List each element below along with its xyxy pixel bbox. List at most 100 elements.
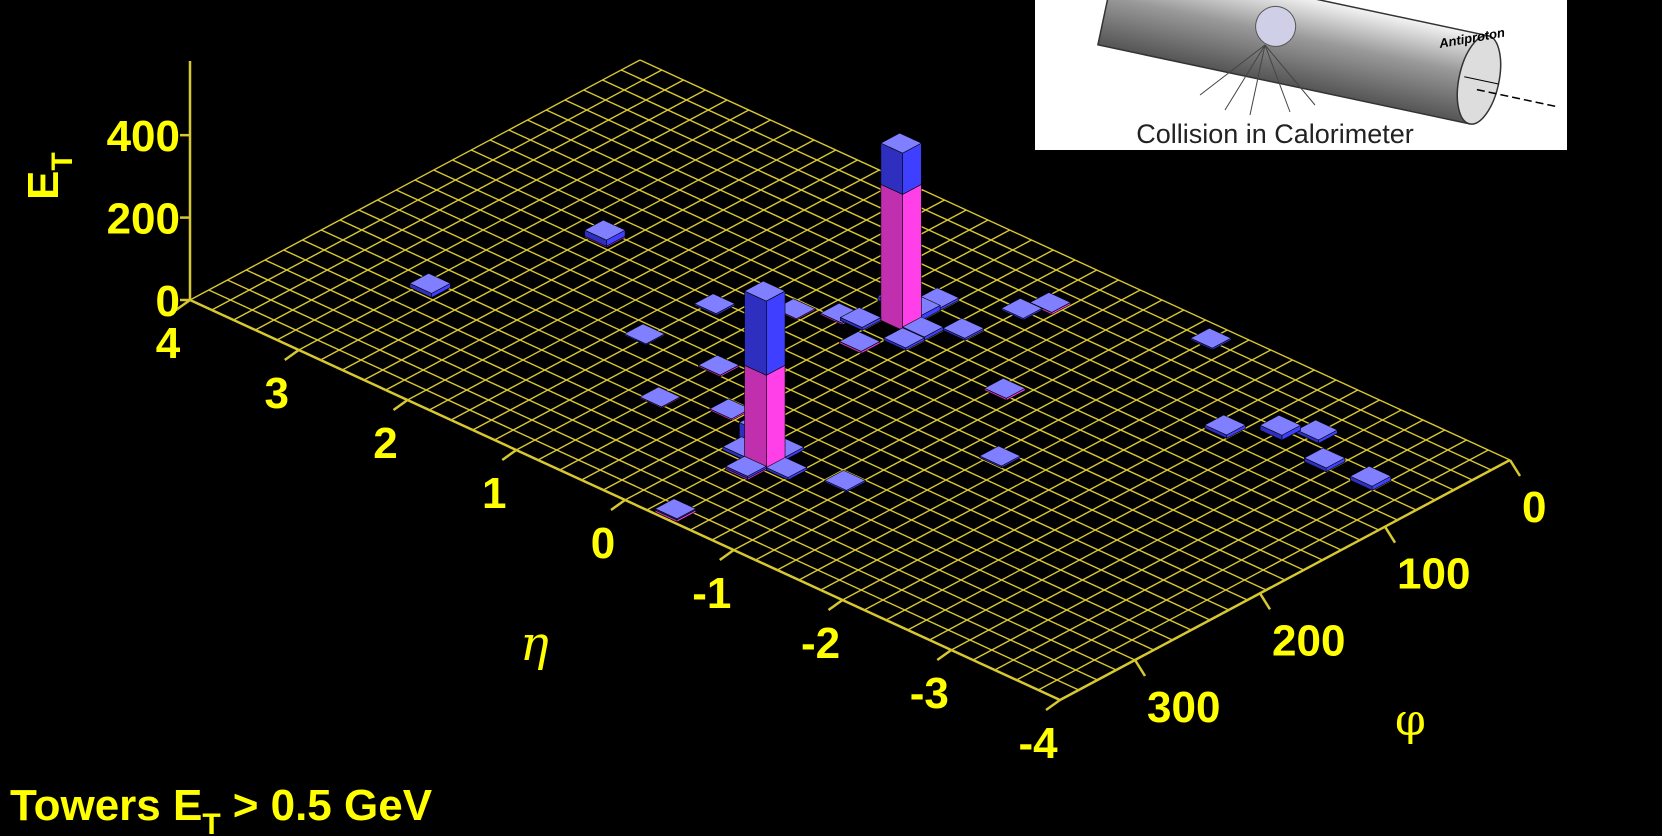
tower-top — [1204, 414, 1247, 436]
tower-top — [693, 293, 736, 315]
towers — [409, 132, 1392, 523]
tower-top — [743, 280, 786, 302]
x-tick-label: 4 — [156, 319, 181, 368]
tower-had — [697, 354, 740, 376]
tower-had — [1259, 414, 1302, 441]
x-tick — [284, 348, 300, 362]
y-tick — [1258, 592, 1272, 610]
y-tick — [1508, 459, 1522, 477]
tower-top — [979, 445, 1021, 467]
z-axis-label: ET — [19, 152, 79, 200]
tower-top — [1303, 447, 1346, 469]
z-tick-label: 400 — [107, 112, 180, 161]
x-tick — [1045, 698, 1061, 712]
x-tick-label: 1 — [482, 469, 506, 518]
z-label-sub: T — [46, 152, 79, 170]
annotation: Towers ET > 0.5 GeV — [10, 781, 433, 836]
tower-top — [583, 219, 626, 241]
tower-had — [983, 377, 1026, 399]
tower-had — [654, 498, 697, 521]
x-tick — [501, 448, 517, 462]
tower-had — [839, 307, 882, 331]
grid-line — [620, 69, 1492, 471]
inset-caption: Collision in Calorimeter — [1136, 119, 1414, 149]
grid-line — [358, 209, 1230, 611]
tower-had — [409, 273, 452, 298]
tower-top — [709, 398, 751, 420]
y-tick — [1383, 526, 1397, 544]
tower-top — [839, 307, 882, 328]
tower-had — [824, 470, 866, 493]
tower-had — [709, 398, 751, 420]
tower-top — [1259, 414, 1302, 436]
grid-line — [395, 189, 1267, 591]
tower-had — [1296, 419, 1338, 444]
tower-top — [697, 354, 740, 376]
antiproton-arrow — [1476, 88, 1556, 107]
tower-had — [693, 293, 736, 316]
grid-line — [639, 59, 1511, 461]
tower-had — [1189, 327, 1232, 351]
tower-top — [1349, 465, 1392, 487]
tower-face — [765, 364, 786, 471]
x-tick — [936, 648, 952, 662]
tower-had — [583, 219, 626, 247]
tower-side — [880, 183, 903, 331]
inset-cylinder — [1097, 0, 1556, 125]
z-tick-label: 0 — [156, 277, 180, 326]
tower-side — [744, 364, 767, 471]
x-axis-label: η — [520, 616, 549, 672]
tower-had — [1349, 465, 1392, 491]
x-tick-label: 0 — [591, 519, 615, 568]
axes: 4 3 2 1 0 -1 -2 -3 -4 0 100 200 300 0 200 400 — [107, 61, 1546, 768]
x-tick — [827, 598, 844, 612]
grid-line — [414, 179, 1286, 581]
tower-had — [1029, 292, 1072, 313]
inset-rays — [1199, 44, 1316, 116]
tower-had — [1000, 298, 1043, 321]
tower-had — [725, 455, 767, 479]
x-tick-label: -3 — [910, 669, 949, 718]
tower-em — [880, 174, 923, 331]
tower-top — [623, 323, 666, 345]
grid-line — [208, 289, 1080, 691]
tower-top — [824, 470, 866, 491]
tower-had — [639, 386, 681, 408]
z-label-text: E — [19, 171, 68, 200]
annotation-text: Towers E — [10, 781, 202, 830]
x-tick-label: 3 — [265, 369, 289, 418]
tower-had — [1303, 447, 1346, 473]
annotation-sub: T — [202, 808, 220, 836]
x-tick-label: -1 — [692, 569, 731, 618]
cylinder-hatch — [1464, 76, 1499, 85]
z-tick-label: 200 — [107, 195, 180, 244]
grid-line — [377, 199, 1248, 601]
tower-top — [901, 316, 944, 338]
tower-top — [983, 377, 1026, 399]
x-tick — [175, 298, 191, 312]
y-tick-label: 200 — [1272, 616, 1345, 665]
tower-had — [623, 323, 666, 346]
tower-top — [1000, 298, 1043, 319]
tower-face — [902, 183, 922, 331]
x-tick — [719, 548, 735, 562]
tower-had — [979, 445, 1021, 469]
grid-line — [245, 269, 1117, 671]
tower-top — [725, 455, 767, 477]
grid-line — [433, 169, 1305, 571]
tower-had — [765, 457, 808, 481]
grid-line — [545, 109, 1417, 511]
grid-line — [283, 249, 1155, 651]
inset: Antiproton Collision in Calorimeter — [1035, 0, 1567, 150]
tower-top — [654, 498, 697, 520]
y-tick — [1133, 659, 1147, 677]
tower-had — [838, 331, 881, 352]
x-tick-label: -2 — [801, 619, 840, 668]
grid-line — [227, 279, 1098, 681]
annotation-rest: > 0.5 GeV — [233, 781, 433, 830]
y-axis-label: φ — [1395, 695, 1426, 746]
tower-had — [743, 280, 786, 376]
x-tick-label: -4 — [1018, 719, 1058, 768]
